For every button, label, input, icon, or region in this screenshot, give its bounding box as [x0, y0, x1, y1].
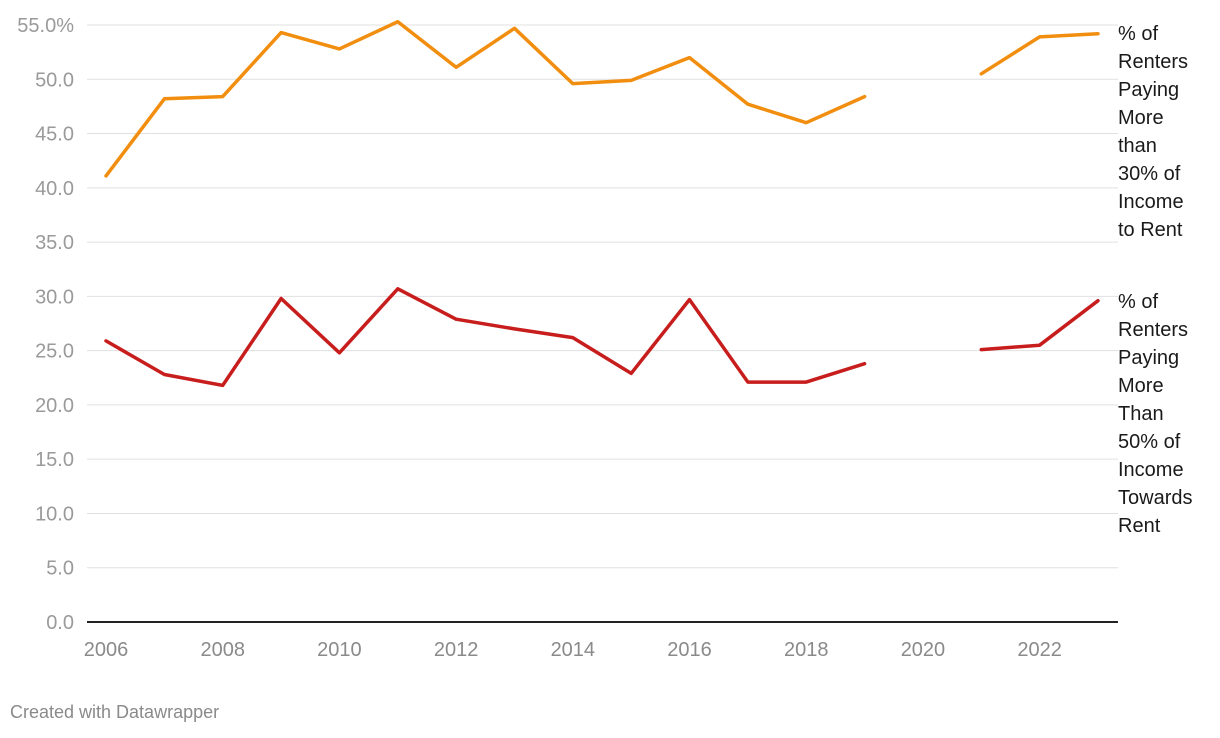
series-label-line: 30% of: [1118, 163, 1181, 185]
y-tick-label: 45.0: [35, 124, 74, 146]
series-label-line: than: [1118, 135, 1157, 157]
series-label-line: 50% of: [1118, 431, 1181, 453]
series-label-line: to Rent: [1118, 219, 1183, 241]
series-label-line: % of: [1118, 23, 1159, 45]
y-tick-label: 20.0: [35, 395, 74, 417]
x-tick-label: 2014: [551, 639, 596, 661]
y-tick-label: 40.0: [35, 178, 74, 200]
series-line-1: [979, 31, 1100, 76]
x-tick-label: 2010: [317, 639, 362, 661]
y-tick-label: 35.0: [35, 232, 74, 254]
series-label-line: More: [1118, 375, 1164, 397]
x-tick-label: 2016: [667, 639, 712, 661]
y-tick-label: 30.0: [35, 286, 74, 308]
series-label-line: Income: [1118, 459, 1184, 481]
series-label-line: More: [1118, 107, 1164, 129]
series-label-line: Towards: [1118, 487, 1193, 509]
series-label-line: Paying: [1118, 79, 1180, 101]
x-tick-label: 2022: [1017, 639, 1062, 661]
x-tick-label: 2008: [200, 639, 245, 661]
series-label-line: Than: [1118, 403, 1164, 425]
x-tick-label: 2012: [434, 639, 479, 661]
y-tick-label: 25.0: [35, 341, 74, 363]
series-label-line: Rent: [1118, 515, 1161, 537]
y-tick-label: 55.0%: [17, 15, 74, 37]
y-tick-label: 10.0: [35, 503, 74, 525]
series-line-2: [104, 287, 867, 388]
series-label-line: % of: [1118, 291, 1159, 313]
y-tick-label: 50.0: [35, 69, 74, 91]
x-tick-label: 2018: [784, 639, 829, 661]
series-line-1: [104, 19, 867, 178]
series-label-line: Renters: [1118, 51, 1189, 73]
series-label-line: Income: [1118, 191, 1184, 213]
y-axis-ticks: 0.0 5.0 10.0 15.0 20.0 25.0 30.0 35.0 40.0 45.0 50…: [17, 15, 74, 634]
y-tick-label: 0.0: [46, 612, 74, 634]
x-tick-label: 2006: [84, 639, 129, 661]
series-label-50pct: % of Renters Paying More Than 50% of Income Tow…: [1118, 288, 1218, 540]
footer-credit: Created with Datawrapper: [10, 702, 220, 722]
series-label-30pct: % of Renters Paying More than 30% of Income to …: [1118, 20, 1218, 244]
gridlines: [87, 24, 1118, 569]
y-tick-label: 5.0: [46, 558, 74, 580]
y-tick-label: 15.0: [35, 449, 74, 471]
series-label-line: Paying: [1118, 347, 1180, 369]
series-line-2: [979, 298, 1100, 352]
series-lines: [104, 19, 1100, 388]
x-tick-label: 2020: [901, 639, 946, 661]
x-axis-ticks: 2006 2008 2010 2012 2014 2016 2018 2020 2022: [84, 639, 1062, 661]
series-label-line: Renters: [1118, 319, 1189, 341]
